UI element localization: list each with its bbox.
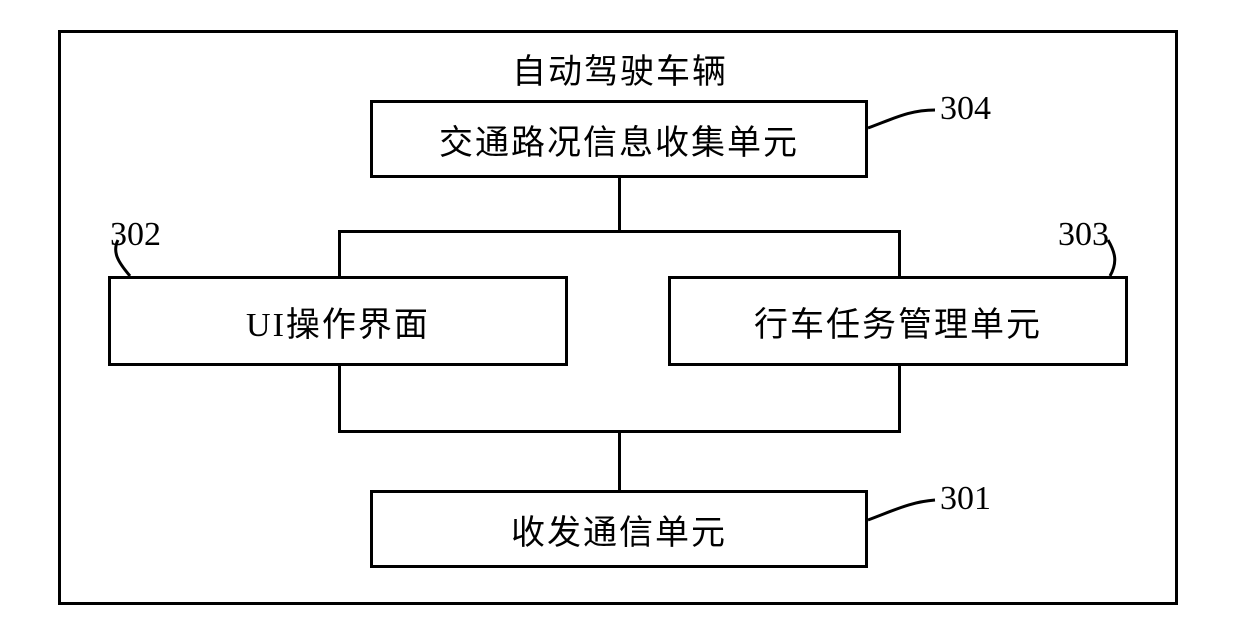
lead-301 [0,0,1240,629]
ref-301: 301 [940,480,991,518]
ref-304: 304 [940,90,991,128]
ref-302: 302 [110,216,161,254]
ref-303: 303 [1058,216,1109,254]
